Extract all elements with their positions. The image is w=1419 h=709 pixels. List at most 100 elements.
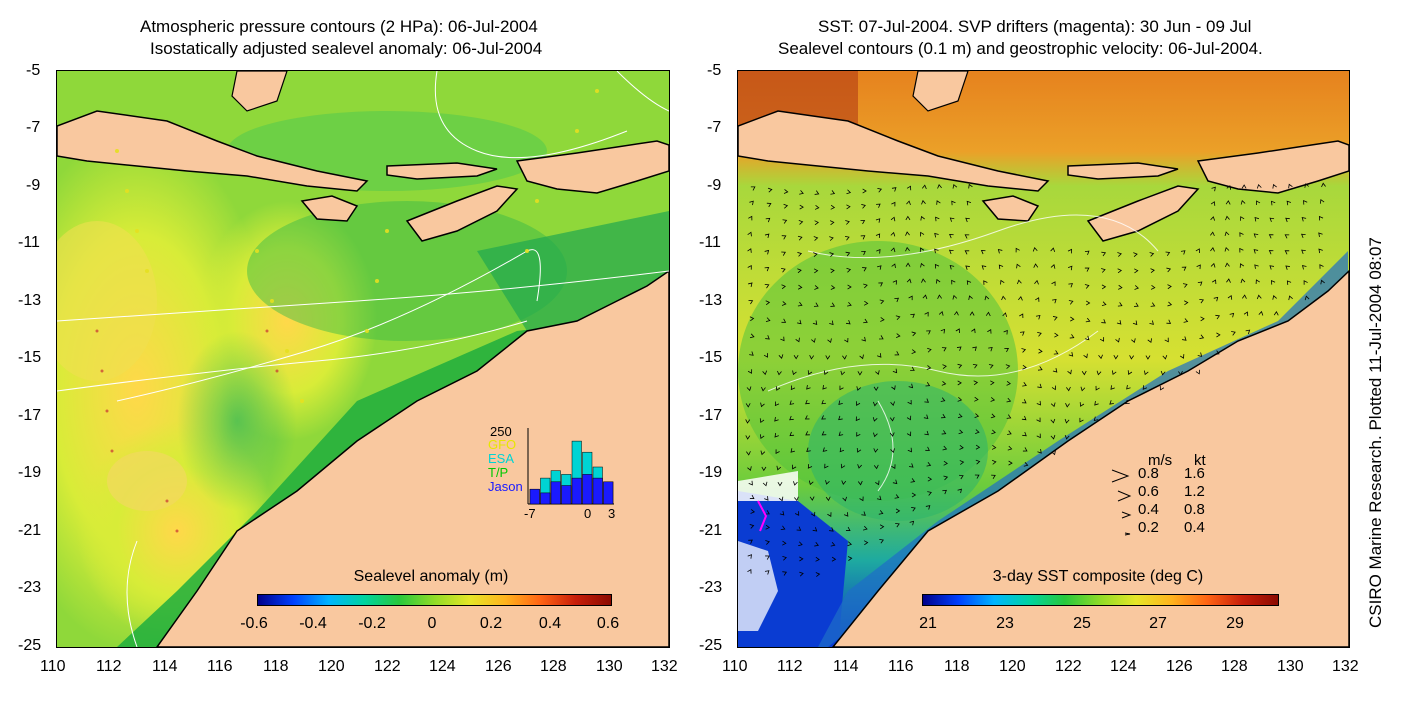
velocity-arrow — [1195, 369, 1201, 375]
velocity-arrow — [765, 540, 770, 545]
velocity-arrow — [921, 278, 926, 283]
velocity-arrow — [1200, 316, 1205, 322]
velocity-arrow — [847, 284, 852, 290]
velocity-arrow — [891, 464, 896, 469]
velocity-arrow — [1021, 399, 1027, 404]
velocity-arrow — [1255, 279, 1260, 284]
x-tick: 110 — [722, 658, 748, 675]
y-tick: -9 — [707, 177, 722, 194]
velocity-arrow — [1068, 283, 1073, 288]
velocity-arrow — [793, 354, 799, 360]
velocity-arrow — [1065, 403, 1070, 408]
velocity-arrow — [777, 370, 782, 376]
velocity-arrow — [846, 267, 852, 273]
velocity-arrow — [781, 251, 786, 256]
velocity-arrow — [1142, 385, 1148, 390]
velocity-arrow — [878, 282, 883, 287]
velocity-arrow — [891, 263, 896, 269]
velocity-arrow — [965, 217, 970, 223]
velocity-arrow — [845, 251, 851, 257]
velocity-arrow — [907, 447, 912, 453]
velocity-arrow — [863, 283, 868, 289]
y-tick: -21 — [699, 522, 723, 539]
velocity-arrow — [825, 355, 831, 360]
velocity-arrow — [1113, 355, 1119, 360]
velocity-arrow — [1182, 336, 1187, 341]
velocity-arrow — [750, 509, 756, 514]
velocity-arrow — [876, 203, 881, 208]
velocity-arrow — [919, 231, 925, 237]
velocity-arrow — [958, 429, 964, 435]
velocity-arrow — [813, 252, 818, 258]
velocity-arrow — [807, 464, 813, 469]
velocity-arrow — [1301, 265, 1307, 270]
velocity-arrow — [829, 527, 834, 532]
velocity-arrow — [827, 512, 832, 517]
velocity-arrow — [1270, 280, 1276, 285]
velocity-arrow — [780, 336, 785, 342]
velocity-arrow — [983, 280, 988, 285]
velocity-arrow — [814, 190, 820, 195]
velocity-arrow — [1270, 200, 1276, 206]
x-tick: 120 — [318, 658, 345, 675]
velocity-arrow — [1144, 370, 1149, 376]
x-tick: 124 — [429, 658, 456, 675]
velocity-arrow — [908, 295, 913, 301]
velocity-arrow — [890, 247, 896, 253]
velocity-arrow — [924, 430, 929, 436]
velocity-arrow — [1288, 295, 1293, 301]
velocity-arrow — [794, 511, 800, 516]
velocity-arrow — [1066, 386, 1071, 392]
velocity-arrow — [821, 415, 826, 420]
velocity-arrow — [1006, 397, 1012, 403]
velocity-arrow — [1016, 279, 1022, 285]
velocity-arrow — [789, 415, 794, 421]
velocity-arrow — [1051, 385, 1057, 391]
velocity-arrow — [747, 248, 752, 253]
velocity-arrow — [905, 231, 910, 236]
velocity-arrow — [1243, 311, 1249, 317]
velocity-arrow — [1117, 268, 1123, 274]
velocity-arrow — [1127, 370, 1133, 375]
right-title-line1: SST: 07-Jul-2004. SVP drifters (magenta)… — [818, 17, 1252, 36]
velocity-arrow — [1318, 215, 1324, 221]
velocity-arrow — [990, 413, 996, 419]
velocity-arrow — [797, 284, 803, 290]
velocity-arrow — [935, 278, 941, 284]
velocity-arrow — [957, 380, 962, 386]
velocity-arrow — [855, 401, 861, 406]
velocity-arrow — [1210, 231, 1215, 237]
velocity-arrow — [1005, 364, 1011, 369]
velocity-arrow — [1007, 445, 1013, 451]
velocity-arrow — [954, 310, 959, 316]
velocity-arrow — [781, 301, 787, 306]
velocity-arrow — [935, 216, 940, 222]
velocity-arrow — [951, 200, 956, 206]
velocity-arrow — [748, 215, 753, 221]
y-tick: -5 — [707, 62, 722, 79]
velocity-arrow — [872, 417, 878, 422]
velocity-arrow — [878, 335, 884, 340]
velocity-arrow — [1256, 183, 1262, 189]
velocity-arrow — [1304, 183, 1309, 188]
velocity-arrow — [1183, 318, 1189, 323]
inset-legend-item: ESA — [488, 451, 515, 466]
velocity-arrow — [1285, 265, 1290, 270]
velocity-arrow — [1035, 315, 1041, 320]
velocity-arrow — [911, 331, 917, 337]
velocity-arrow — [781, 318, 787, 323]
velocity-arrow — [908, 463, 914, 468]
velocity-arrow — [1070, 316, 1075, 322]
velocity-arrow — [890, 401, 895, 407]
velocity-arrow — [764, 266, 770, 272]
velocity-arrow — [941, 347, 947, 352]
velocity-arrow — [775, 449, 780, 454]
velocity-arrow — [760, 450, 766, 456]
velocity-arrow — [926, 365, 932, 370]
velocity-arrow — [749, 333, 755, 339]
velocity-arrow — [906, 431, 912, 437]
velocity-arrow — [846, 204, 851, 210]
velocity-arrow — [861, 511, 866, 516]
velocity-arrow — [789, 400, 795, 405]
velocity-arrow — [839, 447, 845, 453]
